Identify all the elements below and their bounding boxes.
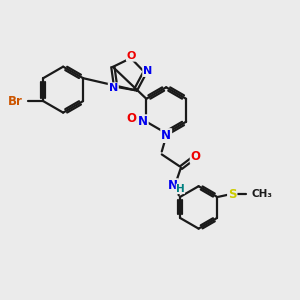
- Text: N: N: [109, 83, 118, 93]
- Text: Br: Br: [8, 94, 23, 108]
- Text: N: N: [138, 115, 148, 128]
- Text: O: O: [127, 51, 136, 61]
- Text: CH₃: CH₃: [252, 190, 273, 200]
- Text: H: H: [176, 184, 185, 194]
- Text: N: N: [143, 66, 152, 76]
- Text: S: S: [228, 188, 236, 201]
- Text: O: O: [190, 150, 201, 163]
- Text: N: N: [161, 129, 171, 142]
- Text: N: N: [168, 179, 178, 192]
- Text: O: O: [126, 112, 136, 125]
